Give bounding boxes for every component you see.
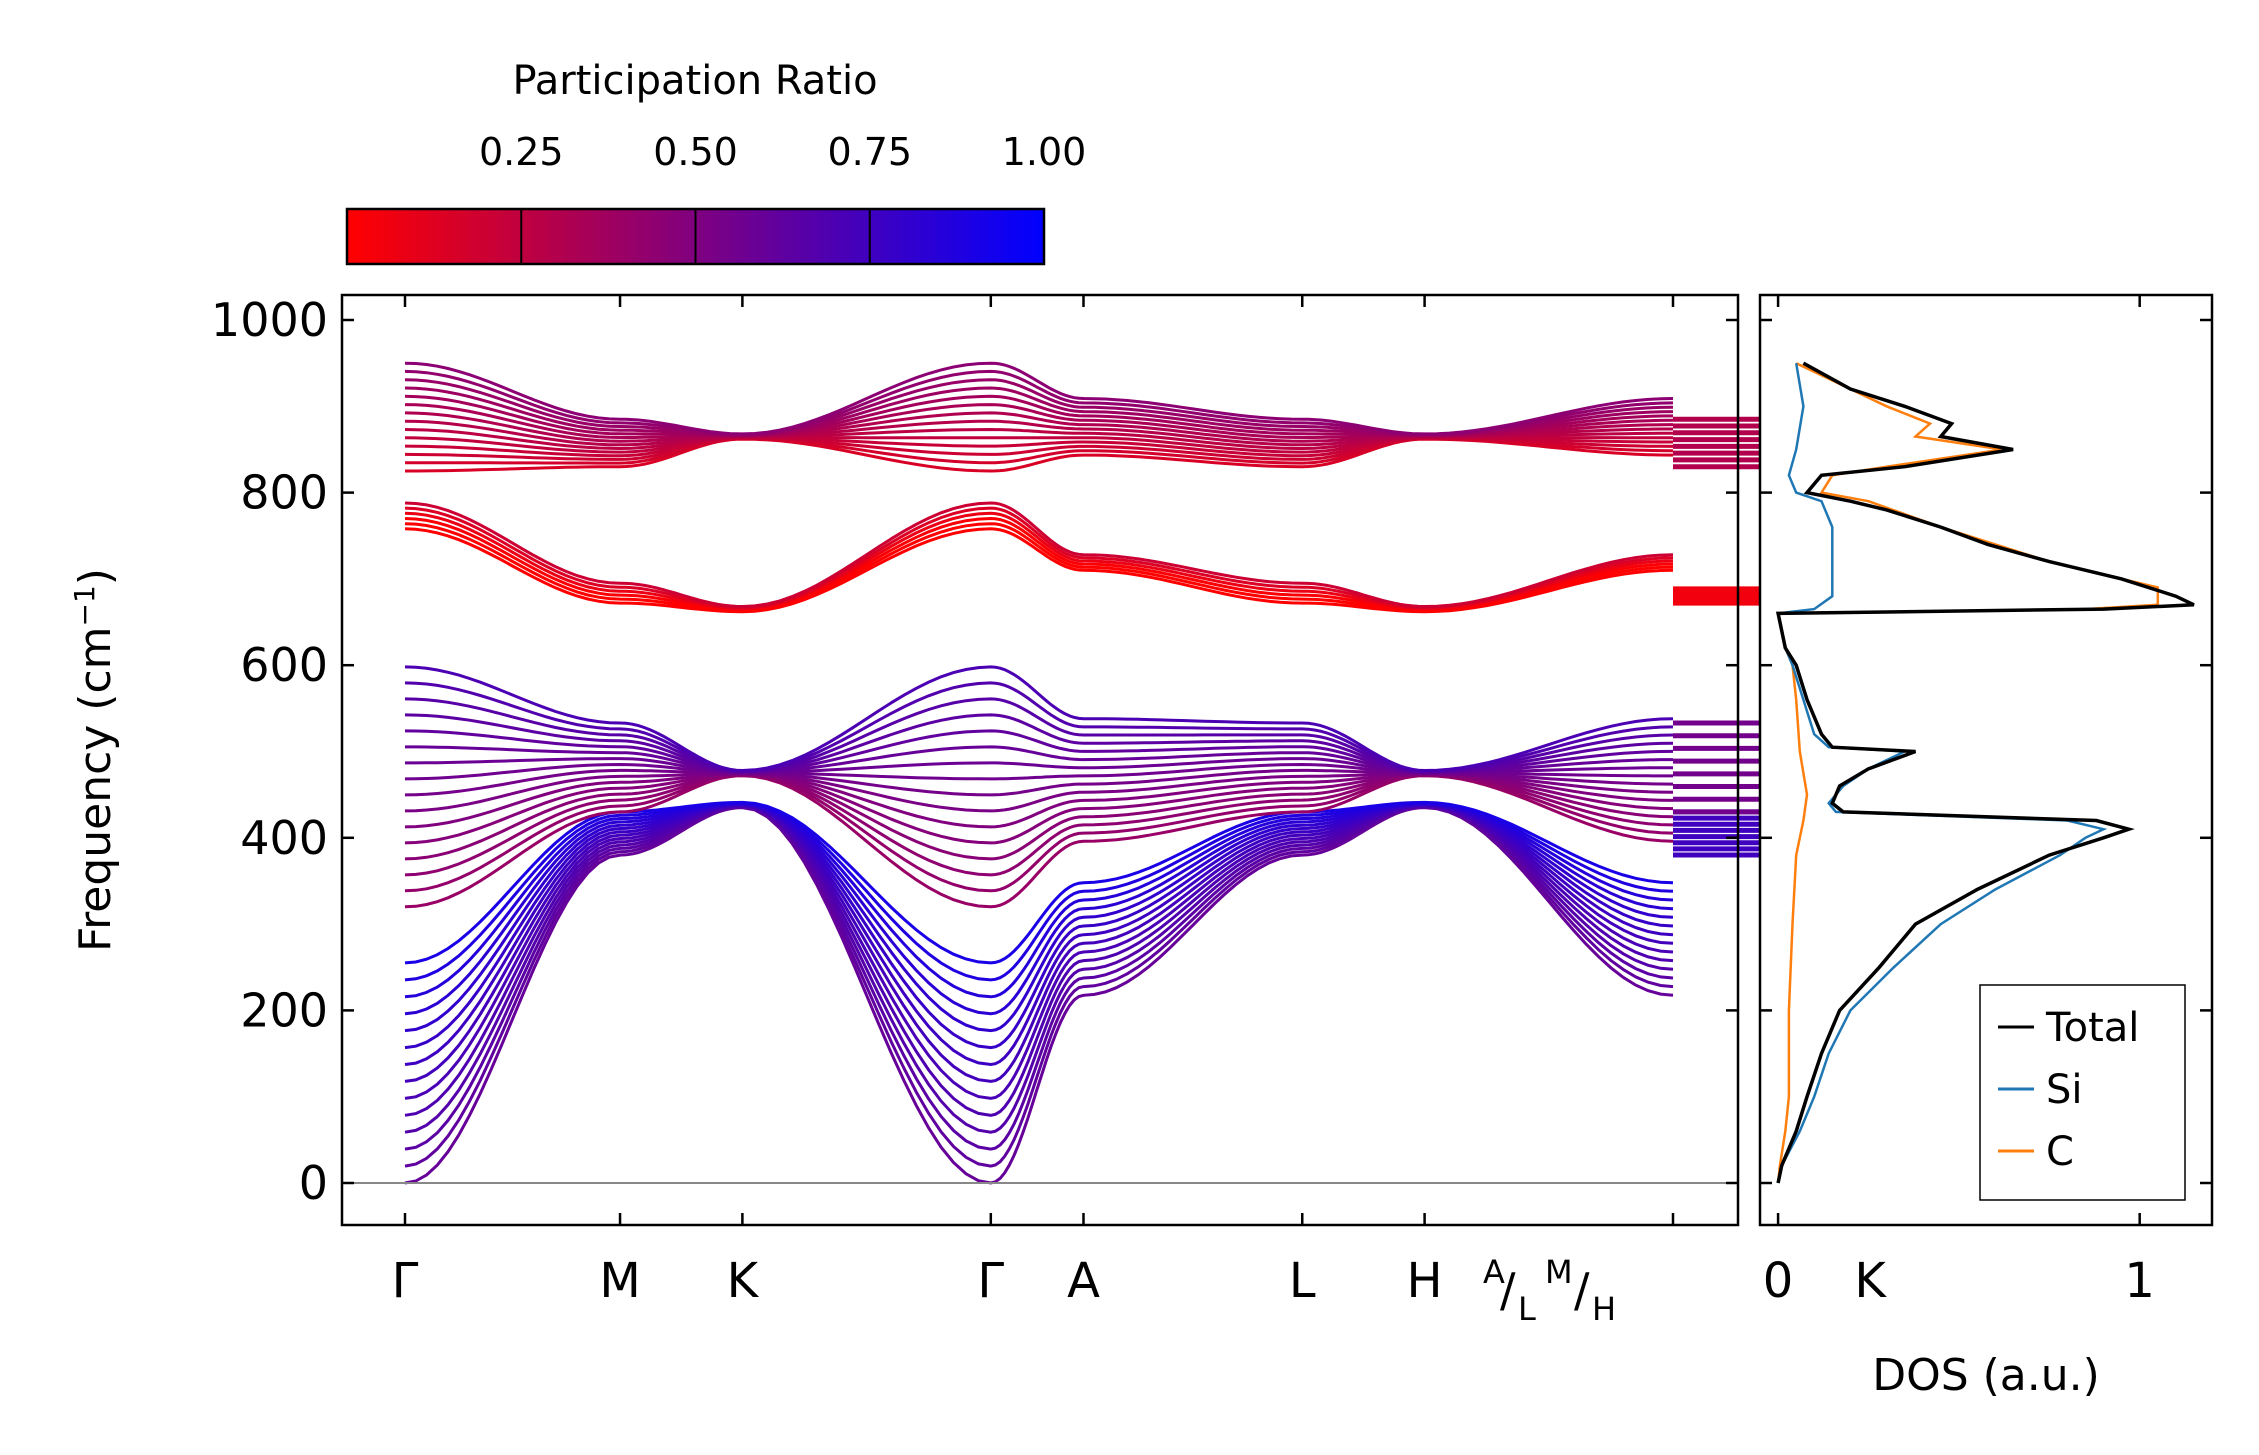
legend-box: [1979, 984, 2186, 1201]
colorbar-title: Participation Ratio: [512, 58, 877, 104]
y-tick-label: 1000: [211, 293, 328, 347]
phonon-band-lo-band: [404, 361, 1674, 436]
segment-label-m: M: [1545, 1253, 1573, 1291]
segment-slash-1: /: [1500, 1263, 1516, 1317]
colorbar-tick-label: 0.50: [653, 130, 738, 174]
q-point-label: M: [599, 1253, 640, 1309]
y-tick-label: 800: [240, 466, 328, 520]
q-point-label: A: [1067, 1253, 1100, 1309]
phonon-band-to-band: [404, 501, 1674, 609]
plot-frame: [340, 293, 1740, 1227]
y-tick-label: 600: [240, 638, 328, 692]
dos-x-tick-label: 0: [1763, 1253, 1794, 1309]
dos-lines: [1775, 361, 2195, 1184]
dos-x-axis-label: DOS (a.u.): [1872, 1350, 2100, 1401]
dos-y-ticks: [1760, 318, 2212, 1185]
q-point-label: L: [1289, 1253, 1316, 1309]
dos-legend: Total Si C: [1979, 984, 2186, 1201]
phonon-bands: [404, 361, 1863, 1185]
segment-label-l: L: [1518, 1290, 1536, 1328]
legend-label-total: Total: [2045, 1005, 2139, 1051]
phonon-band-acoustic-low: [404, 800, 1674, 965]
y-tick-label: 0: [299, 1156, 328, 1210]
phonon-band-acoustic-high: [404, 665, 1674, 773]
dos-x-tick-label: 1: [2124, 1253, 2155, 1309]
y-axis-label-sup: −1: [68, 585, 101, 626]
q-point-label: K: [1854, 1253, 1887, 1309]
y-axis-label: Frequency (cm−1): [68, 568, 121, 952]
colorbar: Participation Ratio 0.25 0.50 0.75 1.00: [345, 58, 1086, 266]
dos-line-total: [1775, 361, 2195, 1184]
colorbar-tick-label: 0.25: [479, 130, 564, 174]
q-point-label: K: [727, 1253, 760, 1309]
q-point-label: H: [1407, 1253, 1443, 1309]
y-axis-label-close: ): [70, 568, 121, 585]
dos-line-si: [1776, 362, 2108, 1184]
q-point-label: Γ: [977, 1253, 1004, 1309]
q-point-label: Γ: [392, 1253, 419, 1309]
colorbar-ticks: 0.25 0.50 0.75 1.00: [479, 130, 1086, 264]
segment-label-a: A: [1483, 1253, 1505, 1291]
y-tick-label: 200: [240, 983, 328, 1037]
segment-labels: A / L M / H: [1483, 1253, 1616, 1328]
segment-label-h: H: [1592, 1290, 1616, 1328]
y-axis-ticks: 0 200 400 600 800 1000: [211, 293, 1738, 1210]
legend-label-si: Si: [2046, 1067, 2083, 1113]
dos-frame: [1758, 293, 2214, 1227]
colorbar-tick-label: 1.00: [1002, 130, 1087, 174]
y-axis-label-base: Frequency (cm: [70, 626, 121, 952]
legend-label-c: C: [2046, 1129, 2074, 1175]
y-tick-label: 400: [240, 811, 328, 865]
segment-slash-2: /: [1574, 1263, 1590, 1317]
colorbar-tick-label: 0.75: [827, 130, 912, 174]
